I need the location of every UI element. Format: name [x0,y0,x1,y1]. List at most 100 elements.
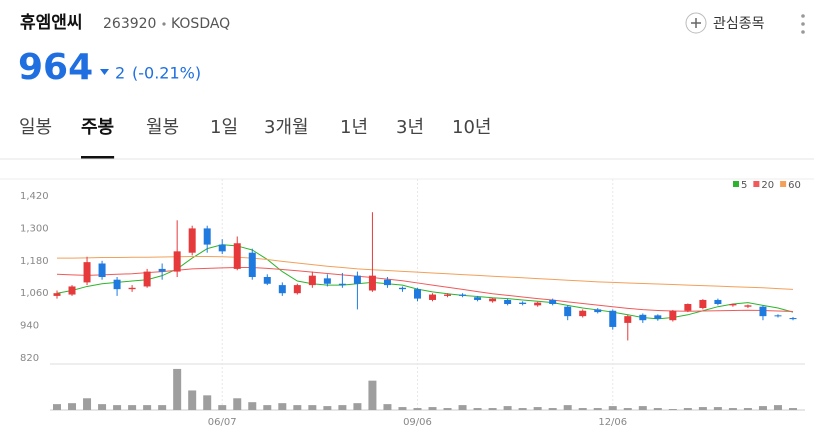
stock-code: 263920 [103,16,156,32]
volume-bar [638,406,647,410]
volume-bar [98,404,107,410]
candle-body [338,283,346,286]
candle-body [278,285,286,294]
candle-body [744,305,752,307]
volume-bar [743,408,752,410]
tab[interactable]: 3년 [396,117,424,138]
volume-bar [413,408,422,410]
change: 2 [115,64,125,83]
volume-bar [398,407,407,410]
candle-body [459,294,467,296]
volume-bar [789,408,797,410]
candle-body [68,286,76,295]
volume-bar [173,368,182,410]
legend-label: 60 [788,180,801,191]
candle-body [639,314,647,321]
candle-body [549,299,557,304]
volume-bar [293,405,302,410]
volume-bar [608,406,617,410]
y-tick-label: 1,300 [20,223,49,234]
candle-body [519,302,527,304]
candle-body [714,299,722,304]
legend-swatch [753,181,760,187]
candle-body [504,299,512,304]
volume-bar [578,408,587,410]
tab[interactable]: 일봉 [19,117,52,138]
volume-bar [188,390,197,410]
volume-bar [368,380,377,410]
tab[interactable]: 1일 [210,117,238,138]
tabs: 일봉 주봉 월봉 1일 3개월 1년 3년 10년 [19,117,491,159]
volume-bar [113,405,122,410]
candle-body [83,262,91,283]
moving-average-line [56,244,794,320]
watch-label: 관심종목 [713,16,765,32]
volume-bar [518,408,527,410]
candle-body [263,277,271,284]
volume-bar [473,408,482,410]
volume-bar [623,408,632,410]
stock-name: 휴엠앤씨 [20,12,83,33]
volume-bar [443,408,452,410]
volume-bar [503,406,512,410]
volume-bar [428,407,437,410]
candle-body [248,252,256,277]
volume-bar [533,407,542,410]
volume-bar [383,404,392,410]
tab[interactable]: 주봉 [81,117,114,138]
y-tick-label: 940 [20,321,39,332]
tab[interactable]: 3개월 [264,117,309,138]
y-tick-label: 1,180 [20,256,49,267]
candle-body [489,298,497,302]
candle-body [53,293,61,296]
x-tick-label: 06/07 [208,417,237,428]
candle-body [774,315,782,317]
candle-body [729,304,737,306]
tab-underline [81,156,115,159]
volume-bar [698,407,707,410]
watch-button[interactable]: 관심종목 [685,12,765,34]
volume-bar [83,398,92,410]
volume-bar [263,405,272,410]
volume-bar [323,406,332,410]
candle-body [188,228,196,253]
candle-body [624,316,632,323]
candle-body [368,275,376,291]
down-arrow [100,69,109,75]
volume-bar [668,409,677,410]
tab[interactable]: 월봉 [146,117,179,138]
volume-bar [68,403,77,410]
candle-body [113,279,121,290]
volume-bar [773,405,782,410]
candle-body [173,251,181,272]
candle-body [699,299,707,309]
volume-bar [458,405,467,410]
y-tick-label: 1,060 [20,288,49,299]
volume-bar [563,405,572,410]
candle-body [534,302,542,306]
y-tick-label: 820 [20,353,39,364]
chart: 1,420 1,300 1,180 1,060 940 820 06/07 09/06 12/0… [0,178,814,428]
volume-bar [683,408,692,410]
candle-body [233,243,241,269]
candle-body [413,289,421,299]
volume-bar [353,403,362,410]
legend-swatch [780,181,787,187]
candle-body [474,297,482,300]
candle-body [579,310,587,317]
moving-average-line [56,267,794,313]
candle-body [669,310,677,321]
volume-bar [128,405,137,410]
volume-bar [278,403,287,410]
volume-bar [203,395,212,410]
tab[interactable]: 1년 [340,117,368,138]
candle-body [444,294,452,296]
x-tick-label: 09/06 [403,417,432,428]
candle-body [398,287,406,290]
change-rate: (-0.21%) [132,64,201,83]
candle-body [143,271,151,287]
tab[interactable]: 10년 [452,117,491,138]
more-menu[interactable] [801,14,805,34]
